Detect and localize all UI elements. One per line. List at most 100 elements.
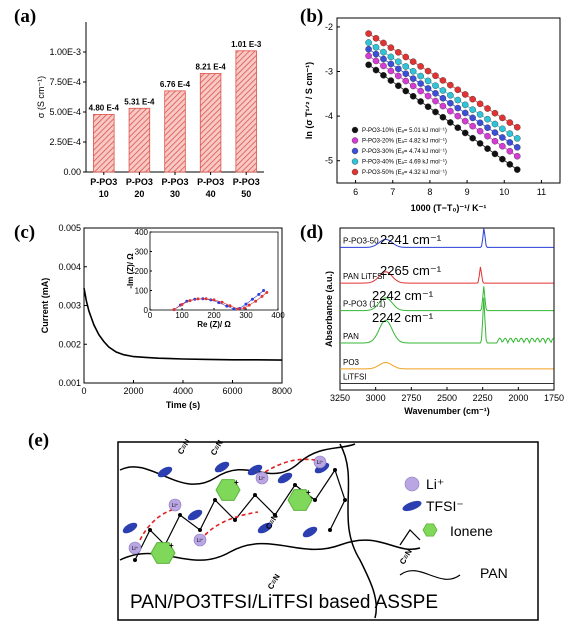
b-point [469,134,476,142]
b-point [417,80,424,87]
b-point [372,66,380,74]
li-ion [313,455,327,469]
d-spectrum-line [340,266,554,284]
d-xtick-label: 1750 [544,393,564,403]
c-inset-xtick-label: 200 [207,311,221,320]
b-point [409,75,417,82]
ionene-node [253,493,257,497]
ionene-node [273,513,277,517]
ionene-node [333,468,337,472]
b-point [380,48,387,56]
b-point [439,113,447,121]
c-inset-ytick-label: 0 [144,306,149,315]
b-point [461,109,469,117]
a-data-label: 6.76 E-4 [160,80,191,89]
c-xtick-label: 4000 [173,386,193,396]
pan-chain [339,443,377,619]
ionene-node [293,483,297,487]
b-point [484,145,491,152]
li-transport-arrow [204,511,259,536]
li-ion-label: Li⁺ [197,538,204,544]
ionene-node [133,558,137,562]
b-legend-marker [351,137,359,144]
b-point [491,150,499,158]
a-ytick-label: 5.00E-4 [49,107,81,117]
d-annotation: 2265 cm⁻¹ [380,263,442,278]
b-point [432,82,439,89]
b-point [491,120,499,128]
b-point [439,87,447,94]
panel-label-b: (b) [300,6,324,27]
b-point [461,117,469,125]
b-point [513,144,521,151]
c-ytick-label: 0.005 [58,223,81,233]
panel-label-e: (e) [28,430,50,451]
tfsi-anion [257,522,273,534]
b-ytick-label: -3 [325,67,333,77]
legend-ionene-marker [422,523,438,537]
c-inset-ylabel: -Im (Z)/ Ω [126,253,135,289]
b-point [402,70,410,78]
b-point [447,81,454,89]
b-point [439,94,447,102]
b-point [513,123,521,131]
a-data-label: 8.21 E-4 [195,62,226,71]
ionene-plus-label: + [169,541,174,550]
schematic-frame [117,441,539,621]
d-xtick-label: 2000 [508,393,528,403]
li-transport-arrow [139,509,173,541]
b-point [461,129,469,137]
a-ylabel: σ (S cm⁻¹) [36,76,46,118]
a-ytick-label: 1.00E-3 [49,47,81,57]
b-ytick-label: -2 [325,22,333,32]
b-point [484,115,491,123]
ionene-node [328,528,332,532]
ionene-node [198,528,202,532]
legend-pan-chain [399,570,461,580]
a-xtick-label: P-PO3 [90,177,117,187]
b-point [439,77,447,84]
c-inset-point [247,303,251,307]
c-current-line [83,287,283,361]
b-point [491,129,499,136]
b-point [469,114,476,122]
ionene-plus-label: + [306,488,311,497]
panel-label-a: (a) [14,6,37,27]
b-point [469,106,476,113]
ionene-ring [287,489,313,511]
b-point [365,45,372,53]
tfsi-anion [314,462,330,474]
c-inset-point [260,294,264,298]
b-point [499,142,506,150]
legend-li-marker [404,476,420,492]
tfsi-anion [247,464,263,476]
c-ytick-label: 0.001 [58,378,81,388]
ionene-node [233,518,237,522]
b-point [469,122,476,130]
d-spectrum-line [340,228,554,248]
b-point [365,52,372,60]
ionene-node [313,498,317,502]
b-point [499,125,506,133]
legend-ionene-label: Ionene [450,523,493,539]
b-point [484,124,491,132]
tfsi-anion [214,461,230,473]
b-point [513,166,521,173]
b-point [432,97,439,105]
b-point [365,30,372,37]
c-inset-point [220,300,224,304]
b-legend-label: P-PO3-10% (Eₐ= 5.01 kJ mol⁻¹) [362,128,447,134]
b-point [402,63,410,70]
d-xtick-label: 2750 [401,393,421,403]
d-xtick-label: 2500 [437,393,457,403]
a-xtick-label: P-PO3 [233,177,260,187]
a-xtick-label: 50 [241,189,251,199]
b-point [461,101,469,109]
b-xtick-label: 8 [427,187,432,197]
ionene-node [148,528,152,532]
b-point [395,72,402,80]
b-point [469,95,476,103]
